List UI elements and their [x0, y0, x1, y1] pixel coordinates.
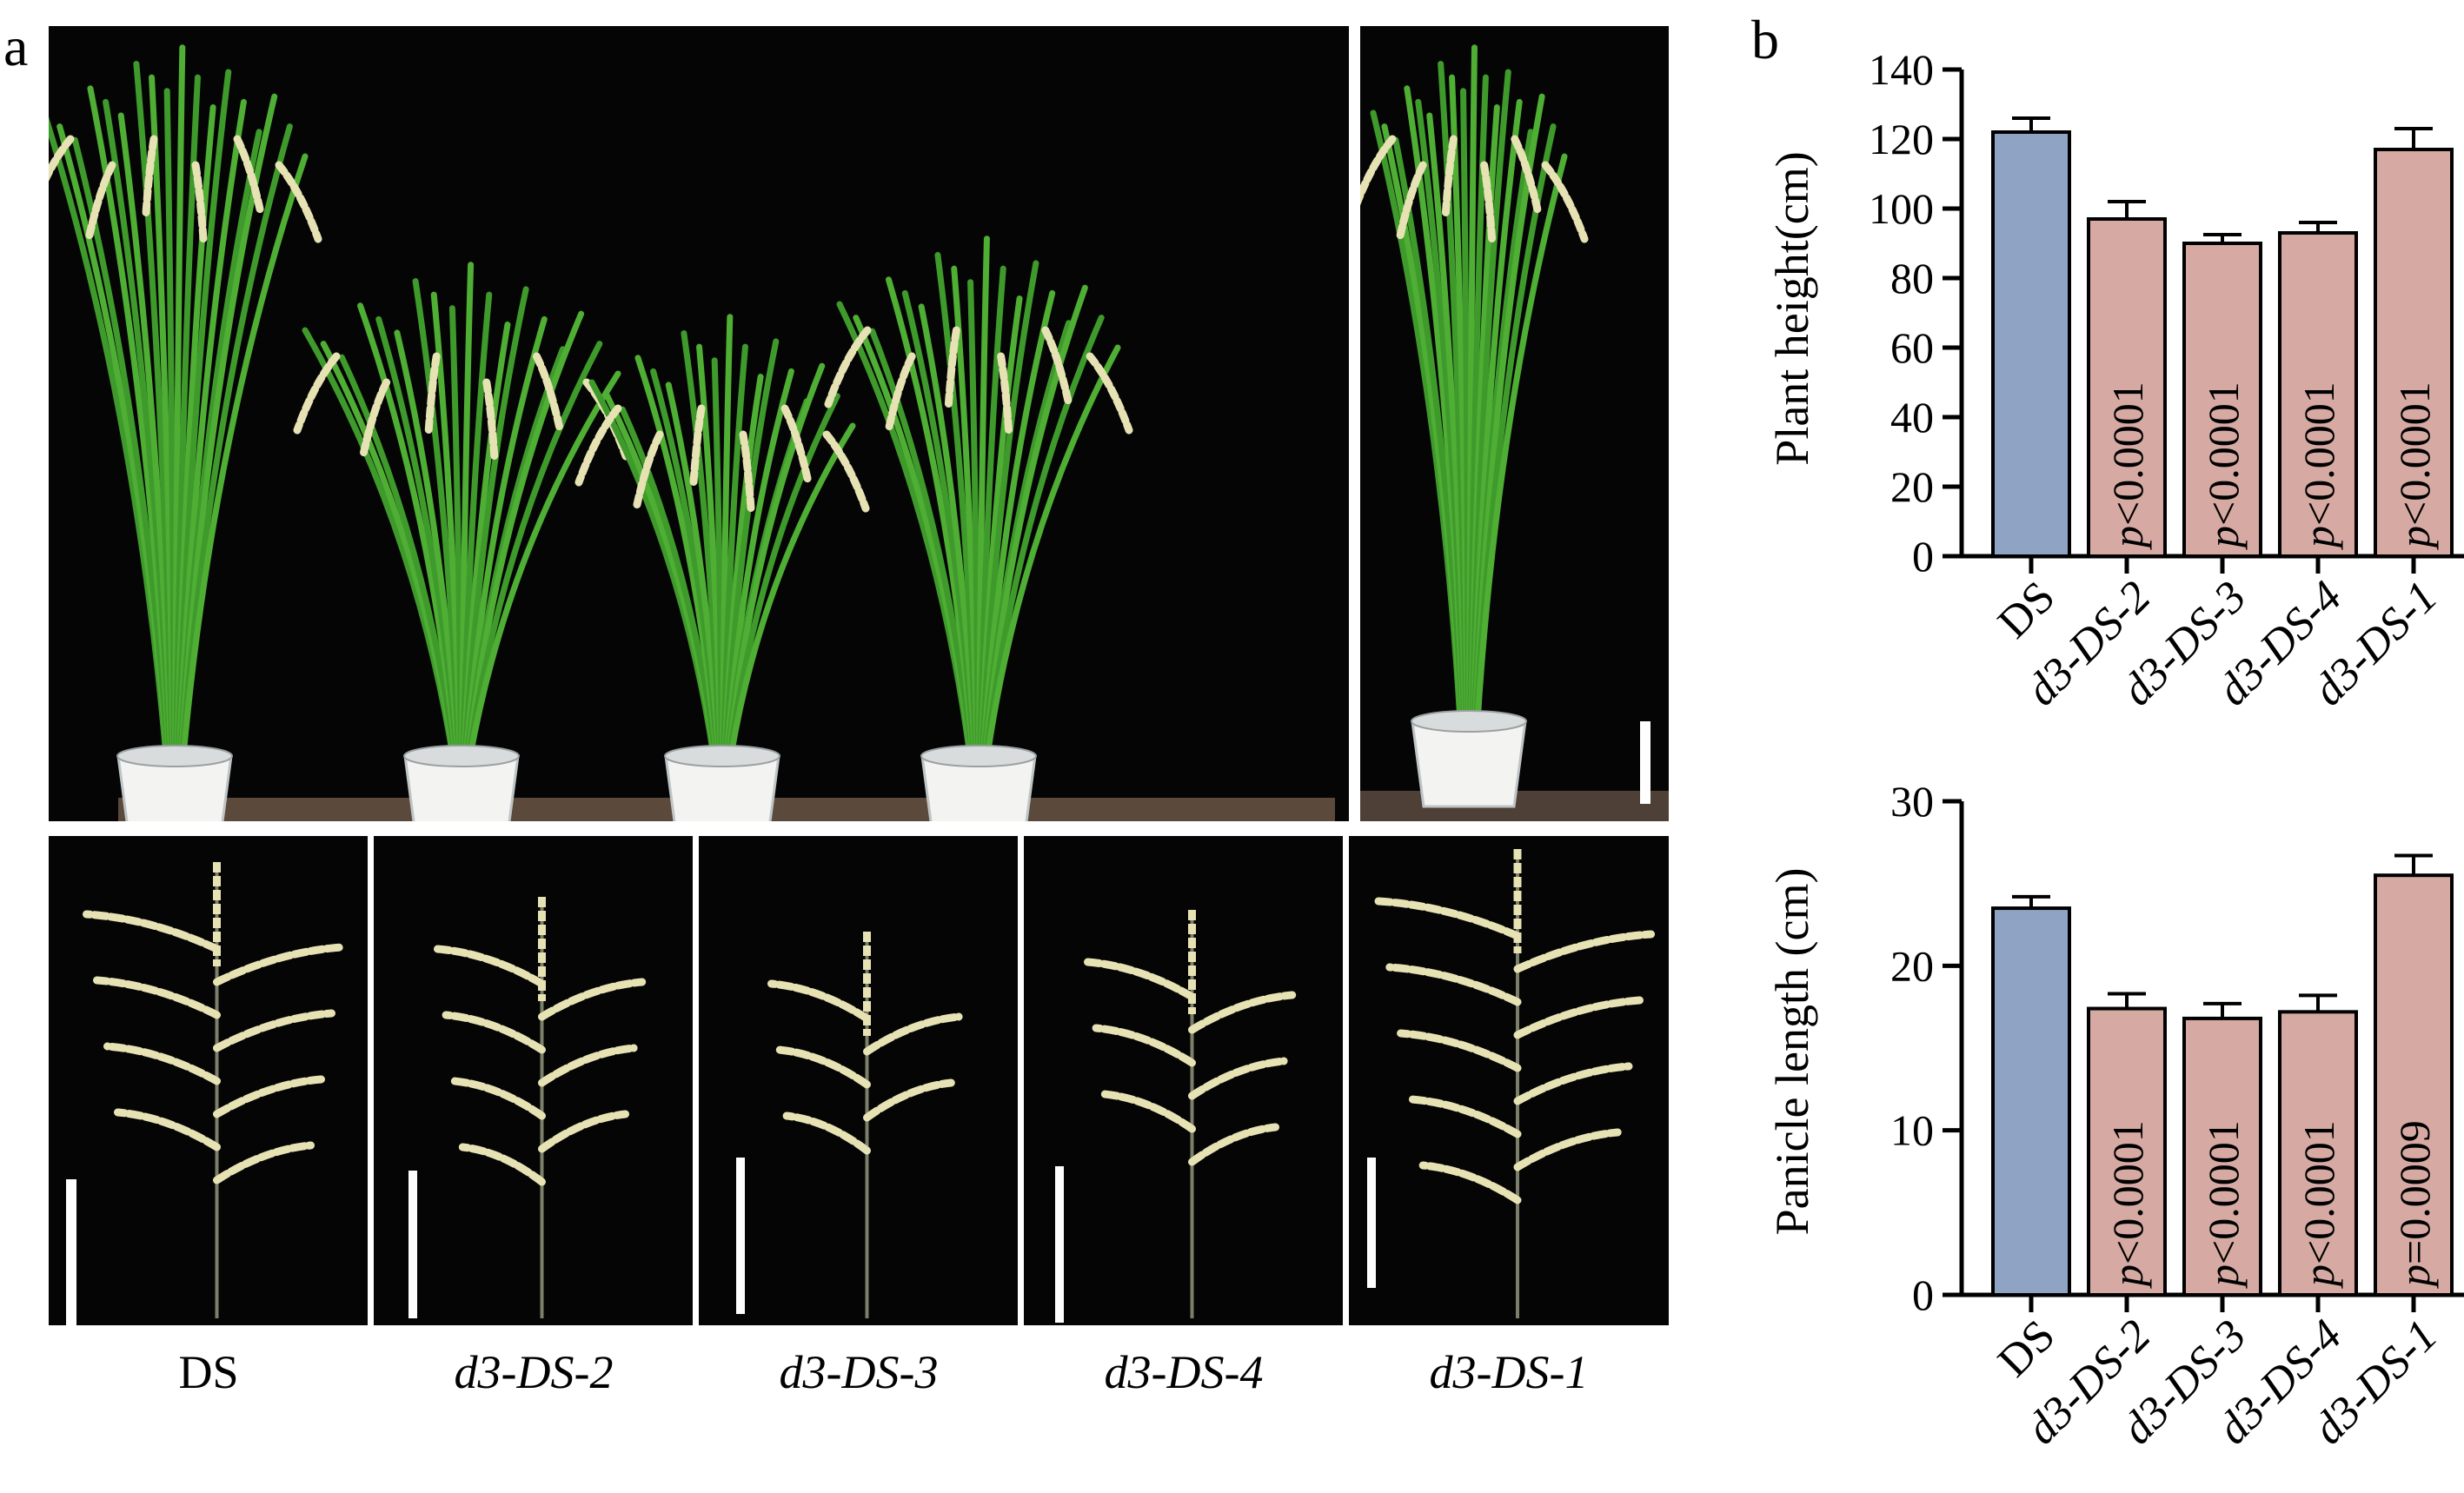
p-value-annotation: p=0.0009	[2390, 1120, 2439, 1289]
genotype-label-d3-DS-2: d3-DS-2	[454, 1346, 614, 1398]
x-tick-label: d3-DS-4	[2208, 1311, 2352, 1454]
p-value-annotation: p<0.0001	[2295, 382, 2343, 550]
x-tick-label: d3-DS-4	[2208, 572, 2352, 715]
bar-d3-DS-2	[2087, 217, 2167, 558]
panicle-photo-d3-DS-1	[1349, 836, 1669, 1325]
genotype-label-d3-DS-4: d3-DS-4	[1104, 1346, 1264, 1398]
plants-photo-main	[49, 26, 1349, 821]
rice-plant	[824, 236, 1133, 821]
y-tick-label: 40	[1890, 393, 1934, 441]
y-tick-label: 0	[1912, 532, 1934, 581]
bar-d3-DS-1	[2374, 148, 2454, 558]
p-value-annotation: p<0.0001	[2390, 382, 2439, 550]
genotype-label-d3-DS-1: d3-DS-1	[1429, 1346, 1589, 1398]
bar-d3-DS-2	[2087, 1006, 2167, 1297]
panel-a-label: a	[3, 16, 29, 77]
rice-panicle	[1084, 910, 1297, 1318]
rice-plant	[1360, 44, 1589, 808]
rice-panicle	[767, 932, 963, 1318]
y-tick-label: 20	[1890, 462, 1934, 511]
bar-DS	[1991, 130, 2071, 558]
panicle-photo-d3-DS-3	[699, 836, 1018, 1325]
bar-d3-DS-4	[2278, 1010, 2358, 1297]
scale-bar-plant	[1640, 721, 1650, 804]
x-tick-label: d3-DS-2	[2017, 1311, 2161, 1454]
bar-d3-DS-3	[2182, 242, 2262, 558]
y-tick-label: 120	[1869, 115, 1934, 163]
bar-DS	[1991, 906, 2071, 1297]
y-tick-label: 60	[1890, 323, 1934, 372]
panicle-photo-DS	[49, 836, 368, 1325]
bar-d3-DS-3	[2182, 1016, 2262, 1297]
scale-bar	[1367, 1158, 1376, 1288]
y-tick-label: 80	[1890, 254, 1934, 302]
plants-photo-d3-DS-1	[1360, 26, 1669, 821]
scale-bar	[1055, 1166, 1064, 1323]
panicle-photo-d3-DS-4	[1024, 836, 1343, 1325]
p-value-annotation: p<0.0001	[2199, 1120, 2248, 1289]
y-axis-label: Plant height(cm)	[1766, 151, 1818, 465]
p-value-annotation: p<0.0001	[2103, 1120, 2152, 1289]
y-axis-label: Panicle length (cm)	[1766, 868, 1818, 1236]
y-tick-label: 100	[1869, 184, 1934, 233]
y-tick-label: 0	[1912, 1271, 1934, 1319]
x-tick-label: DS	[1989, 572, 2064, 647]
rice-plant	[574, 314, 870, 821]
genotype-label-DS: DS	[178, 1346, 239, 1398]
scale-bar	[736, 1158, 745, 1314]
genotype-label-d3-DS-3: d3-DS-3	[779, 1346, 939, 1398]
x-tick-label: d3-DS-3	[2113, 572, 2256, 715]
rice-plant	[293, 262, 630, 821]
flower-pot	[1411, 720, 1527, 808]
y-tick-label: 10	[1890, 1106, 1934, 1155]
p-value-annotation: p<0.0001	[2199, 382, 2248, 550]
panicle-photo-d3-DS-2	[374, 836, 693, 1325]
y-tick-label: 20	[1890, 941, 1934, 990]
scale-bar	[408, 1171, 417, 1318]
y-tick-label: 30	[1890, 777, 1934, 826]
x-tick-label: d3-DS-2	[2017, 572, 2161, 715]
y-tick-label: 140	[1869, 45, 1934, 94]
rice-plant	[49, 44, 322, 821]
x-tick-label: d3-DS-3	[2113, 1311, 2256, 1454]
rice-panicle	[1374, 849, 1656, 1318]
panel-b-label: b	[1751, 9, 1779, 70]
p-value-annotation: p<0.0001	[2295, 1120, 2343, 1289]
p-value-annotation: p<0.0001	[2103, 382, 2152, 550]
bar-d3-DS-4	[2278, 231, 2358, 558]
x-tick-label: DS	[1989, 1311, 2064, 1386]
x-tick-label: d3-DS-1	[2304, 1311, 2447, 1454]
x-tick-label: d3-DS-1	[2304, 572, 2447, 715]
rice-panicle	[83, 862, 346, 1318]
bar-d3-DS-1	[2374, 873, 2454, 1297]
scale-bar	[66, 1179, 76, 1325]
rice-panicle	[434, 897, 647, 1318]
